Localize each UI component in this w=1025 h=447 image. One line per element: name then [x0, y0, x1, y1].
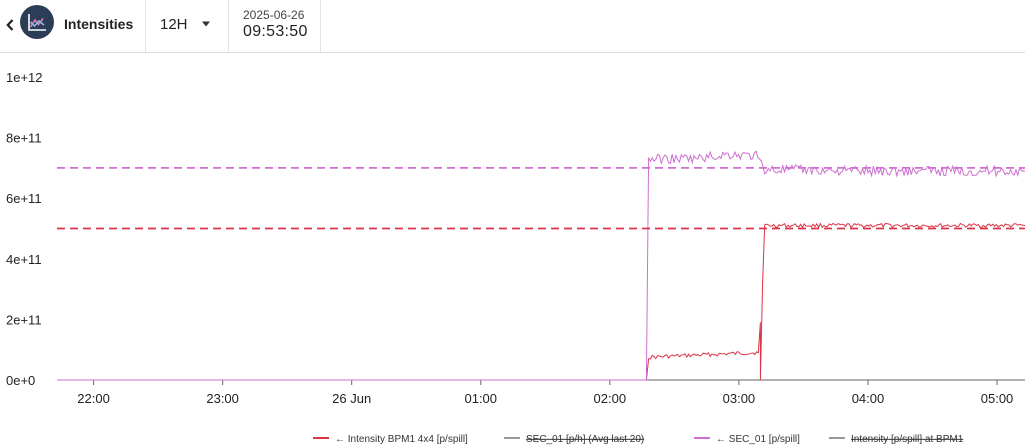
- legend-item[interactable]: SEC_01 [p/h] (Avg last 20): [504, 434, 644, 445]
- legend-item[interactable]: ← Intensity BPM1 4x4 [p/spill]: [313, 434, 468, 445]
- chevron-left-icon: [6, 19, 14, 31]
- current-datetime: 2025-06-26 09:53:50: [243, 8, 308, 42]
- x-tick-label: 22:00: [77, 391, 110, 406]
- divider: [320, 0, 321, 52]
- current-date: 2025-06-26: [243, 8, 305, 22]
- legend-label: ← Intensity BPM1 4x4 [p/spill]: [335, 434, 468, 445]
- y-tick-label: 0e+0: [6, 373, 35, 388]
- x-tick-label: 23:00: [206, 391, 239, 406]
- legend-label: Intensity [p/spill] at BPM1: [851, 434, 964, 445]
- intensity-chart[interactable]: 0e+0 2e+11 4e+11 6e+11 8e+11 1e+12 22:00 23:00…: [0, 53, 1025, 447]
- y-tick-label: 1e+12: [6, 70, 43, 85]
- chart-legend: ← Intensity BPM1 4x4 [p/spill] SEC_01 [p/…: [313, 434, 964, 445]
- legend-item[interactable]: ← SEC_01 [p/spill]: [694, 434, 800, 445]
- x-tick-label: 05:00: [981, 391, 1014, 406]
- legend-label: SEC_01 [p/h] (Avg last 20): [526, 434, 644, 445]
- series-line: [57, 150, 1025, 381]
- series-line: [57, 222, 1025, 381]
- divider: [145, 0, 146, 52]
- line-chart-icon: [28, 14, 46, 31]
- x-tick-label: 03:00: [723, 391, 756, 406]
- y-tick-label: 4e+11: [6, 252, 42, 267]
- y-axis: 0e+0 2e+11 4e+11 6e+11 8e+11 1e+12: [6, 70, 43, 388]
- x-tick-label: 26 Jun: [332, 391, 371, 406]
- legend-item[interactable]: Intensity [p/spill] at BPM1: [829, 434, 964, 445]
- y-tick-label: 6e+11: [6, 191, 42, 206]
- y-tick-label: 8e+11: [6, 131, 42, 146]
- plot-area: [57, 150, 1025, 381]
- legend-label: ← SEC_01 [p/spill]: [716, 434, 800, 445]
- back-button[interactable]: [3, 14, 17, 36]
- x-tick-label: 01:00: [464, 391, 497, 406]
- current-time: 09:53:50: [243, 23, 308, 40]
- divider: [228, 0, 229, 52]
- x-axis: 22:00 23:00 26 Jun 01:00 02:00 03:00 04:00 05:0…: [57, 379, 1025, 406]
- caret-down-icon: [202, 21, 210, 27]
- app-icon: [20, 5, 54, 39]
- time-range-select[interactable]: 12H: [146, 0, 228, 52]
- y-tick-label: 2e+11: [6, 312, 42, 327]
- time-range-value: 12H: [160, 16, 188, 33]
- page-title: Intensities: [64, 16, 134, 32]
- x-tick-label: 04:00: [852, 391, 885, 406]
- x-tick-label: 02:00: [594, 391, 627, 406]
- top-bar: Intensities 12H 2025-06-26 09:53:50: [0, 0, 1025, 53]
